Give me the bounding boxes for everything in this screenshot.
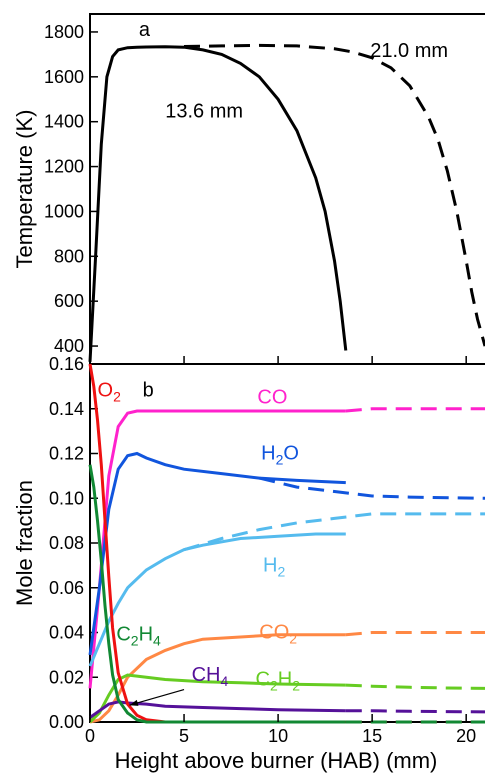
x-tick-label: 20 — [456, 726, 476, 746]
panel-a-label: a — [139, 19, 151, 41]
panel-a-temperature: 400 600 800 1000 1200 1400 1600 1800 21.0 mm 13.… — [12, 13, 485, 365]
c2h4-label-sub2: 4 — [153, 633, 161, 649]
panel-b-y-tick-label: 0.16 — [49, 354, 84, 374]
panel-a-y-tick-label: 800 — [54, 246, 84, 266]
panel-a-y-tick-label: 1600 — [44, 67, 84, 87]
panel-a-curves — [88, 43, 485, 362]
h2-curve-dashed — [183, 512, 485, 552]
panel-a-y-tick-label: 1800 — [44, 22, 84, 42]
panel-a-y-tick-label: 400 — [54, 336, 84, 356]
o2-label-base: O — [98, 380, 114, 402]
c2h2-label: C2H2 — [256, 668, 301, 693]
x-axis-ticks: 0 5 10 15 20 — [85, 356, 476, 746]
x-tick-label: 5 — [179, 726, 189, 746]
panel-b-y-tick-label: 0.06 — [49, 578, 84, 598]
c2h2-label-sub2: 2 — [292, 677, 300, 693]
x-tick-label: 0 — [85, 726, 95, 746]
co2-label-base: CO — [259, 621, 289, 643]
h2o-curve-dashed — [258, 476, 485, 500]
panel-a-curve-labels: 21.0 mm 13.6 mm — [165, 40, 448, 123]
temperature-curve-13-6mm-solid — [88, 45, 348, 362]
panel-b-mole-fraction: 0.000.020.040.060.080.100.120.140.16 O2 C… — [12, 354, 485, 732]
h2-curve-solid — [88, 532, 346, 667]
ch4-pointer-arrow-line — [129, 688, 185, 706]
panel-b-y-tick-label: 0.08 — [49, 533, 84, 553]
h2o-label-tail: O — [283, 442, 299, 464]
h2-label-sub: 2 — [278, 563, 286, 579]
co2-curve-dashed — [345, 631, 485, 637]
temperature-curve-label: 21.0 mm — [370, 40, 448, 62]
c2h4-label-base: C — [116, 624, 130, 646]
co-label-base: CO — [257, 386, 287, 408]
ch4-curve-solid — [89, 700, 346, 719]
x-tick-label: 15 — [362, 726, 382, 746]
h2o-label: H2O — [261, 442, 299, 467]
x-tick-label: 10 — [268, 726, 288, 746]
panel-b-y-ticks: 0.00 0.02 0.04 0.06 0.08 0.10 0.12 0.14 0.16 — [49, 354, 98, 732]
ch4-label: CH4 — [192, 664, 229, 689]
h2o-label-sub: 2 — [276, 451, 284, 467]
panel-b-y-tick-label: 0.14 — [49, 399, 84, 419]
panel-b-curves — [88, 363, 485, 724]
c2h2-curve-dashed — [345, 683, 485, 690]
x-axis-title: Height above burner (HAB) (mm) — [115, 748, 438, 773]
h2o-label-base: H — [261, 442, 275, 464]
ch4-curve-dashed — [345, 709, 485, 714]
panel-a-y-axis-title: Temperature (K) — [12, 110, 37, 269]
c2h2-label-base: C — [256, 668, 270, 690]
panel-a-y-tick-label: 1200 — [44, 157, 84, 177]
panel-a-frame — [89, 13, 485, 365]
panel-b-y-tick-label: 0.02 — [49, 667, 84, 687]
panel-a-y-ticks: 400 600 800 1000 1200 1400 1600 1800 — [44, 22, 98, 356]
ch4-pointer-arrow-head — [129, 699, 139, 706]
c2h4-label: C2H4 — [116, 624, 161, 649]
co2-curve-solid — [89, 633, 346, 724]
co-curve-solid — [88, 409, 346, 689]
o2-label-sub: 2 — [113, 389, 121, 405]
panel-a-y-tick-label: 1400 — [44, 112, 84, 132]
c2h2-label-tail: H — [278, 668, 292, 690]
co2-label: CO2 — [259, 621, 297, 646]
co-curve-dashed — [345, 407, 485, 413]
co-label: CO — [257, 386, 287, 408]
panel-b-y-tick-label: 0.12 — [49, 444, 84, 464]
c2h4-label-tail: H — [139, 624, 153, 646]
panel-b-y-axis-title: Mole fraction — [12, 480, 37, 606]
c2h4-label-sub: 2 — [131, 633, 139, 649]
c2h2-label-sub: 2 — [270, 677, 278, 693]
panel-b-y-tick-label: 0.00 — [49, 712, 84, 732]
h2-label: H2 — [263, 554, 285, 579]
ch4-label-base: CH — [192, 664, 221, 686]
panel-b-y-tick-label: 0.10 — [49, 488, 84, 508]
panel-b-y-tick-label: 0.04 — [49, 623, 84, 643]
h2-label-base: H — [263, 554, 277, 576]
panel-b-label: b — [143, 380, 154, 402]
ch4-label-sub: 4 — [220, 673, 228, 689]
panel-a-y-tick-label: 1000 — [44, 201, 84, 221]
c2h2-curve-solid — [88, 673, 346, 724]
o2-label: O2 — [98, 380, 122, 405]
co2-label-sub: 2 — [289, 630, 297, 646]
panel-a-y-tick-label: 600 — [54, 291, 84, 311]
temperature-curve-21mm-dashed — [183, 43, 485, 347]
c2h4-curve-solid — [88, 464, 346, 724]
temperature-curve-label: 13.6 mm — [165, 100, 243, 122]
